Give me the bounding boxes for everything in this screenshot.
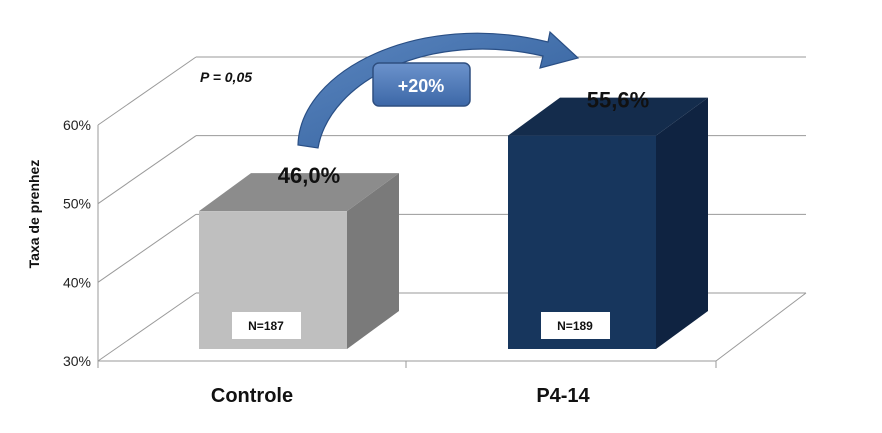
bars: N=187 46,0% N=189 55,6% — [199, 88, 708, 349]
category-label: Controle — [211, 385, 293, 407]
bar-side — [347, 173, 399, 349]
x-axis-category-labels: Controle P4-14 — [211, 385, 591, 407]
gridline-depth — [97, 213, 197, 283]
y-tick-label: 50% — [63, 196, 91, 212]
increase-arrow-icon — [297, 30, 580, 149]
bar-side — [656, 97, 708, 349]
gridline-depth — [97, 292, 197, 362]
y-tick-label: 30% — [63, 353, 91, 369]
y-axis-label: Taxa de prenhez — [26, 160, 42, 269]
y-tick-label: 40% — [63, 274, 91, 290]
category-label: P4-14 — [536, 385, 590, 407]
data-label: 46,0% — [278, 163, 340, 188]
increase-annotation-label: +20% — [398, 76, 445, 96]
bar-1: N=187 46,0% — [199, 163, 399, 349]
sample-size-label: N=187 — [248, 319, 284, 333]
increase-annotation-box — [372, 62, 471, 107]
sample-size-box — [541, 312, 610, 339]
bar-top — [199, 173, 399, 212]
bar-2: N=189 55,6% — [508, 88, 708, 349]
increase-annotation: +20% — [372, 62, 471, 107]
floor-right-edge — [715, 292, 807, 362]
data-label: 55,6% — [587, 88, 649, 113]
sample-size-label: N=189 — [557, 319, 593, 333]
gridline-depth — [97, 135, 197, 205]
y-axis-ticks: 30% 40% 50% 60% — [63, 117, 91, 369]
p-value-note: P = 0,05 — [200, 69, 252, 85]
sample-size-box — [232, 312, 301, 339]
gridline-depth — [97, 56, 197, 126]
bar-top — [508, 97, 708, 136]
y-tick-label: 60% — [63, 117, 91, 133]
